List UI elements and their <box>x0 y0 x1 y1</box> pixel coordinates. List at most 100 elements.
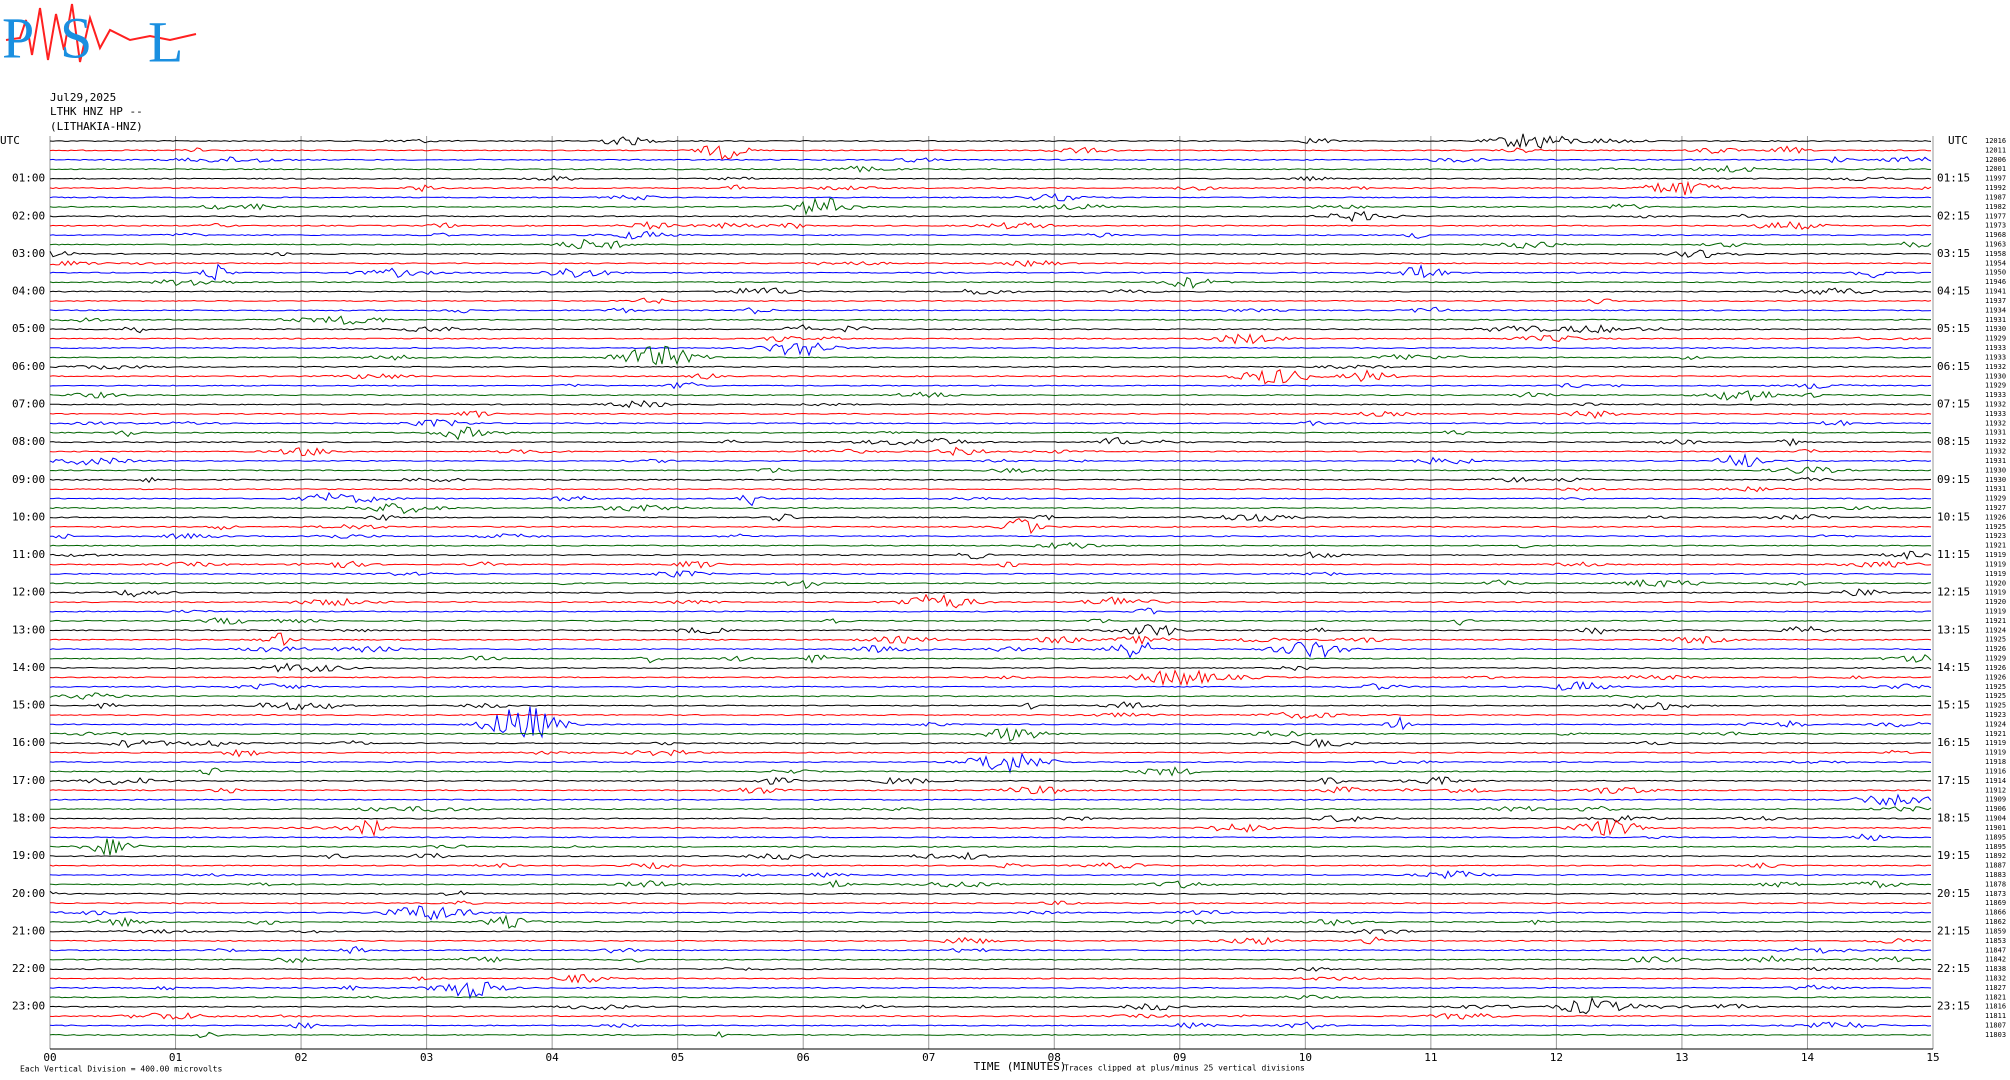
trace-offset: 11925 <box>1985 692 2006 700</box>
trace <box>49 870 1932 880</box>
trace <box>49 838 1932 856</box>
trace <box>49 333 1932 345</box>
trace-offset: 11932 <box>1985 400 2006 408</box>
trace <box>49 418 1932 428</box>
trace <box>49 381 1932 390</box>
trace-offset: 11838 <box>1985 965 2006 973</box>
trace <box>49 890 1932 897</box>
trace-offset: 11912 <box>1985 786 2006 794</box>
trace-offset: 11926 <box>1985 513 2006 521</box>
trace <box>49 306 1932 315</box>
trace <box>49 851 1932 860</box>
hour-label: 15:00 <box>12 699 45 712</box>
hour-label: 08:00 <box>12 435 45 448</box>
trace <box>49 369 1932 385</box>
trace <box>49 1012 1932 1020</box>
trace-offset: 11933 <box>1985 344 2006 352</box>
trace-offset: 11920 <box>1985 598 2006 606</box>
trace <box>49 517 1932 535</box>
trace <box>49 364 1932 370</box>
trace-offset: 11832 <box>1985 974 2006 982</box>
trace <box>49 197 1932 216</box>
trace <box>50 706 1932 739</box>
trace <box>49 390 1932 402</box>
trace <box>49 692 1931 700</box>
trace <box>49 287 1932 296</box>
trace-offset: 11941 <box>1985 288 2006 296</box>
trace-offset: 11921 <box>1985 542 2006 550</box>
x-axis-title: TIME (MINUTES) <box>974 1060 1067 1073</box>
right-hour-label: 09:15 <box>1937 473 1970 486</box>
trace <box>49 315 1932 325</box>
x-tick-label: 10 <box>1299 1051 1312 1064</box>
trace <box>49 345 1932 366</box>
right-hour-label: 03:15 <box>1937 247 1970 260</box>
trace <box>49 785 1932 795</box>
trace <box>49 641 1932 659</box>
right-hour-label: 16:15 <box>1937 736 1970 749</box>
trace-offset: 11821 <box>1985 993 2006 1001</box>
trace-offset: 11926 <box>1985 673 2006 681</box>
trace-offset: 11919 <box>1985 570 2006 578</box>
trace <box>49 249 1932 259</box>
trace <box>50 936 1932 945</box>
right-hour-label: 18:15 <box>1937 812 1970 825</box>
trace-offset: 11987 <box>1985 193 2006 201</box>
logo-letter: S <box>60 5 92 70</box>
hour-label: 17:00 <box>12 774 45 787</box>
trace <box>49 833 1932 842</box>
trace-offset: 11968 <box>1985 231 2006 239</box>
trace-offset: 11992 <box>1985 184 2006 192</box>
x-tick-label: 14 <box>1801 1051 1815 1064</box>
hour-label: 13:00 <box>12 623 45 636</box>
x-tick-label: 07 <box>922 1051 935 1064</box>
trace <box>49 945 1932 955</box>
x-tick-label: 09 <box>1173 1051 1186 1064</box>
right-hour-label: 23:15 <box>1937 1000 1970 1013</box>
trace-offset: 11827 <box>1985 984 2006 992</box>
trace <box>49 437 1932 447</box>
trace <box>49 617 1932 626</box>
trace-offset: 11929 <box>1985 655 2006 663</box>
trace-offset: 11923 <box>1985 532 2006 540</box>
trace <box>49 133 1932 149</box>
logo-wave <box>5 3 197 63</box>
traces <box>49 133 1932 1039</box>
trace-offset: 11918 <box>1985 758 2006 766</box>
trace-offset: 11906 <box>1985 805 2006 813</box>
trace-offset: 11878 <box>1985 880 2006 888</box>
trace-offset: 11930 <box>1985 466 2006 474</box>
right-hour-label: 05:15 <box>1937 322 1970 335</box>
x-tick-label: 08 <box>1048 1051 1061 1064</box>
right-hour-label: 17:15 <box>1937 774 1970 787</box>
trace <box>49 210 1932 223</box>
hour-label: 23:00 <box>12 1000 45 1013</box>
trace <box>49 550 1932 561</box>
hour-label: 14:00 <box>12 661 45 674</box>
trace <box>49 748 1932 758</box>
trace <box>49 588 1932 598</box>
trace-offset: 11924 <box>1985 720 2006 728</box>
trace <box>49 766 1932 777</box>
right-hour-label: 22:15 <box>1937 962 1970 975</box>
trace-offset: 11977 <box>1985 212 2006 220</box>
trace-offset: 11807 <box>1985 1022 2006 1030</box>
trace-offset: 11873 <box>1985 890 2006 898</box>
trace <box>49 776 1932 786</box>
trace-offset: 12001 <box>1985 165 2006 173</box>
trace <box>49 738 1932 749</box>
logo-letter: L <box>148 9 183 74</box>
trace-offset: 11950 <box>1985 269 2006 277</box>
trace-offset: 11842 <box>1985 956 2006 964</box>
x-tick-label: 13 <box>1675 1051 1688 1064</box>
trace-offset: 11930 <box>1985 476 2006 484</box>
trace <box>49 654 1932 664</box>
hour-label: 06:00 <box>12 360 45 373</box>
hour-label: 16:00 <box>12 736 45 749</box>
trace-offset: 11869 <box>1985 899 2006 907</box>
trace-offset: 11853 <box>1985 937 2006 945</box>
right-hour-label: 02:15 <box>1937 209 1970 222</box>
logo-letter: P <box>2 5 34 70</box>
trace <box>49 805 1932 812</box>
